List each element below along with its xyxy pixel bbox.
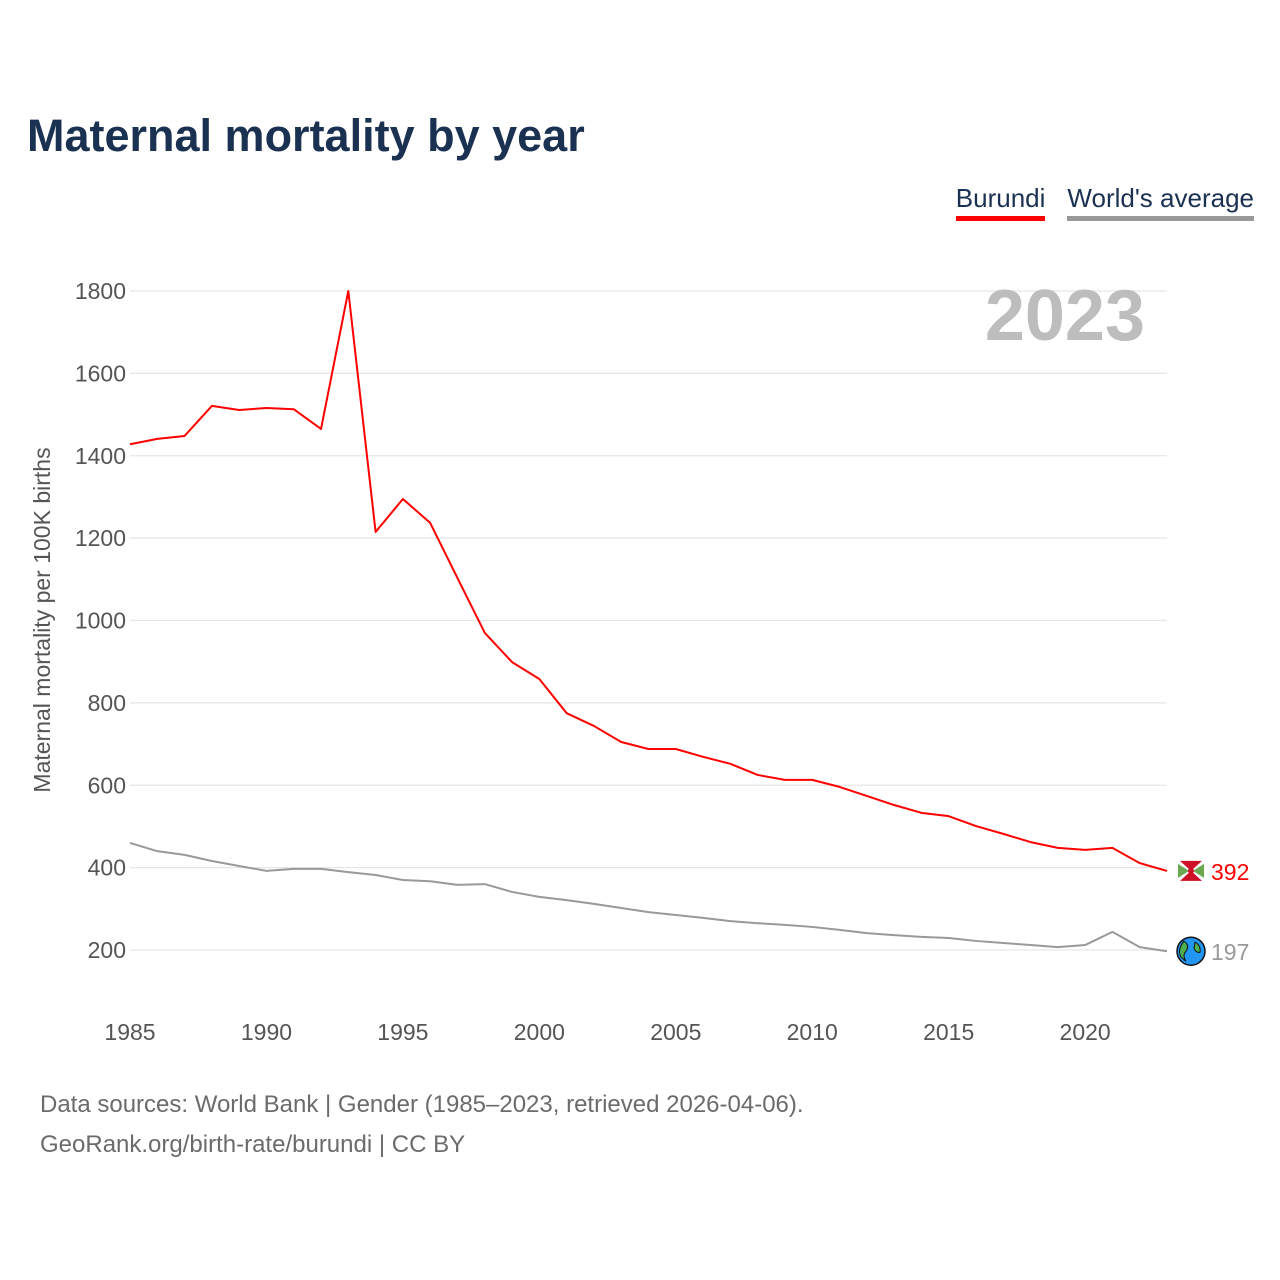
- x-tick-label: 1995: [377, 1019, 428, 1045]
- y-axis-label: Maternal mortality per 100K births: [29, 447, 55, 792]
- flag-star: [1188, 867, 1194, 874]
- globe-land: [1179, 940, 1201, 962]
- y-tick-label: 1000: [75, 608, 126, 634]
- burundi-flag-icon: [1177, 856, 1205, 885]
- x-tick-label: 2015: [923, 1019, 974, 1045]
- x-tick-label: 2020: [1060, 1019, 1111, 1045]
- y-tick-label: 1200: [75, 525, 126, 551]
- y-tick-label: 1800: [75, 278, 126, 304]
- footer: Data sources: World Bank | Gender (1985–…: [40, 1085, 804, 1165]
- y-tick-label: 1400: [75, 443, 126, 469]
- chart-title: Maternal mortality by year: [27, 110, 585, 161]
- legend-world-average[interactable]: World's average: [1067, 183, 1254, 221]
- y-tick-label: 1600: [75, 360, 126, 386]
- x-tick-label: 1985: [104, 1019, 155, 1045]
- y-tick-label: 400: [88, 855, 126, 881]
- legend: Burundi World's average: [955, 183, 1254, 221]
- year-watermark: 2023: [985, 276, 1145, 356]
- legend-burundi[interactable]: Burundi: [955, 183, 1046, 221]
- y-tick-label: 600: [88, 772, 126, 798]
- globe-icon: [1176, 936, 1206, 966]
- y-tick-label: 800: [88, 690, 126, 716]
- series-line-world-average: [129, 841, 1168, 953]
- y-tick-label: 200: [88, 937, 126, 963]
- end-value-label: 392: [1211, 859, 1249, 885]
- flag-green: [1178, 863, 1204, 878]
- attribution-link[interactable]: GeoRank.org/birth-rate/burundi | CC BY: [40, 1131, 466, 1158]
- series-line-burundi: [129, 290, 1168, 872]
- x-tick-label: 2005: [650, 1019, 701, 1045]
- end-value-label: 197: [1211, 939, 1249, 965]
- source-note: Data sources: World Bank | Gender (1985–…: [40, 1091, 804, 1118]
- x-tick-label: 2010: [787, 1019, 838, 1045]
- x-tick-label: 1990: [241, 1019, 292, 1045]
- x-tick-label: 2000: [514, 1019, 565, 1045]
